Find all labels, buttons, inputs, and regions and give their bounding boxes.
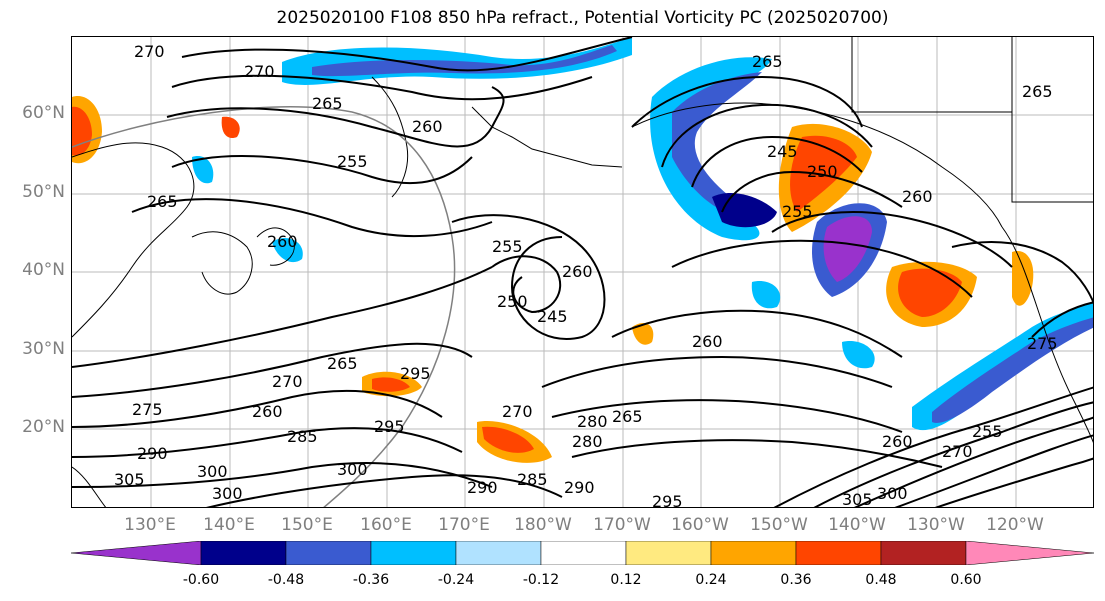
contour-label: 270	[942, 442, 973, 461]
contour-label: 280	[577, 412, 608, 431]
contour-label: 265	[1022, 82, 1053, 101]
lat-label-40n: 40°N	[22, 260, 65, 280]
contour-label: 305	[114, 470, 145, 489]
contour-label: 260	[692, 332, 723, 351]
contour-label: 255	[782, 202, 813, 221]
contour-label: 250	[807, 162, 838, 181]
contour-label: 245	[767, 142, 798, 161]
coastlines	[72, 37, 1093, 507]
contour-label: 250	[497, 292, 528, 311]
colorbar-tick-label: -0.36	[352, 572, 390, 588]
colorbar-segment	[71, 541, 202, 565]
lon-label-160e: 160°E	[360, 515, 412, 535]
lon-label-170e: 170°E	[438, 515, 490, 535]
contour-label: 260	[902, 187, 933, 206]
lon-label-160w: 160°W	[671, 515, 729, 535]
contour-label: 255	[972, 422, 1003, 441]
lon-label-150e: 150°E	[281, 515, 333, 535]
contour-label: 300	[877, 484, 908, 503]
contour-label: 260	[412, 117, 443, 136]
contour-label: 275	[1027, 334, 1058, 353]
cross-section-path	[72, 106, 456, 507]
contour-label: 305	[842, 490, 873, 508]
contour-label: 265	[312, 94, 343, 113]
lat-label-30n: 30°N	[22, 339, 65, 359]
colorbar-segment	[795, 541, 882, 565]
contour-label: 300	[337, 460, 368, 479]
contour-label: 300	[197, 462, 228, 481]
colorbar-segment	[370, 541, 457, 565]
colorbar-tick-label: -0.48	[267, 572, 305, 588]
lat-label-60n: 60°N	[22, 103, 65, 123]
colorbar-tick-label: 0.60	[950, 572, 982, 588]
contour-label: 255	[337, 152, 368, 171]
lon-label-150w: 150°W	[750, 515, 808, 535]
contour-label: 295	[400, 364, 431, 383]
colorbar-segment	[880, 541, 967, 565]
map-canvas: 270 270 265 260 255 265 265 260 255 250 …	[72, 37, 1093, 508]
lon-label-180w: 180°W	[514, 515, 572, 535]
contour-label: 275	[132, 400, 163, 419]
map-panel: 270 270 265 260 255 265 265 260 255 250 …	[71, 36, 1094, 508]
contour-label: 265	[612, 407, 643, 426]
colorbar-tick-label: 0.12	[610, 572, 642, 588]
map-title: 2025020100 F108 850 hPa refract., Potent…	[276, 8, 889, 28]
lon-label-140w: 140°W	[828, 515, 886, 535]
contour-label: 280	[572, 432, 603, 451]
pv-shading	[72, 37, 1093, 463]
contour-label: 270	[244, 62, 275, 81]
contour-label: 260	[267, 232, 298, 251]
contour-label: 265	[327, 354, 358, 373]
colorbar-tick-label: -0.24	[437, 572, 475, 588]
lat-label-20n: 20°N	[22, 417, 65, 437]
colorbar-segment	[625, 541, 712, 565]
contours	[72, 37, 1093, 507]
colorbar	[71, 541, 1094, 565]
lon-label-170w: 170°W	[593, 515, 651, 535]
contour-label: 260	[252, 402, 283, 421]
contour-label: 300	[212, 484, 243, 503]
contour-label: 290	[137, 444, 168, 463]
contour-label: 290	[467, 478, 498, 497]
contour-label: 270	[502, 402, 533, 421]
colorbar-segment	[710, 541, 797, 565]
colorbar-tick-label: -0.12	[522, 572, 560, 588]
contour-label: 265	[147, 192, 178, 211]
contour-label: 270	[134, 42, 165, 61]
colorbar-segment	[285, 541, 372, 565]
lat-label-50n: 50°N	[22, 182, 65, 202]
lon-label-120w: 120°W	[986, 515, 1044, 535]
contour-label: 270	[272, 372, 303, 391]
colorbar-tick-label: 0.36	[780, 572, 812, 588]
colorbar-tick-label: 0.24	[695, 572, 727, 588]
colorbar-segment	[965, 541, 1094, 565]
contour-label: 295	[374, 417, 405, 436]
contour-label: 255	[492, 237, 523, 256]
colorbar-segment	[455, 541, 542, 565]
colorbar-segment	[200, 541, 287, 565]
contour-label: 260	[882, 432, 913, 451]
contour-label: 265	[752, 52, 783, 71]
gridlines	[72, 37, 1093, 507]
lon-label-130w: 130°W	[907, 515, 965, 535]
colorbar-tick-label: 0.48	[865, 572, 897, 588]
contour-label: 260	[562, 262, 593, 281]
contour-label-group: 270 270 265 260 255 265 265 260 255 250 …	[114, 42, 1058, 508]
contour-label: 245	[537, 307, 568, 326]
colorbar-tick-label: -0.60	[182, 572, 220, 588]
contour-label: 290	[564, 478, 595, 497]
lon-label-140e: 140°E	[203, 515, 255, 535]
contour-label: 295	[652, 492, 683, 508]
colorbar-segment	[540, 541, 627, 565]
contour-label: 285	[287, 427, 318, 446]
contour-label: 285	[517, 470, 548, 489]
lon-label-130e: 130°E	[124, 515, 176, 535]
